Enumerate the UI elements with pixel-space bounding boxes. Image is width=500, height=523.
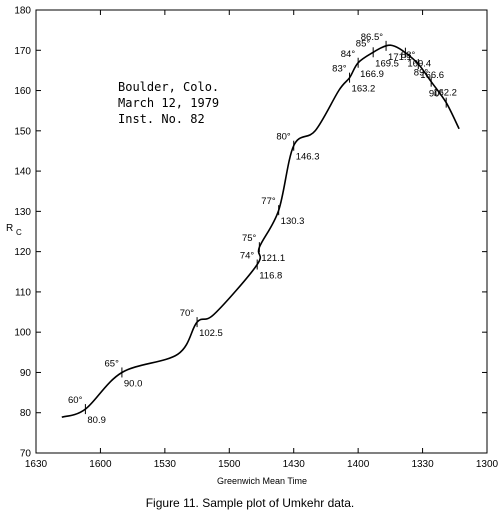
solar-angle-label: 90° [429,89,444,100]
x-tick-label: 1600 [89,459,112,470]
y-axis-label: R C [6,223,22,237]
y-tick-label: 110 [15,287,31,298]
annotation-12: 88° 166.6 [401,50,444,81]
solar-angle-label: 85° [356,38,371,49]
figure-caption: Figure 11. Sample plot of Umkehr data. [145,496,355,510]
series-line-0 [61,44,460,418]
annotation-9: 85° 169.5 [356,38,399,69]
x-tick-label: 1400 [347,459,370,470]
x-tick-label: 1430 [283,459,306,470]
y-tick-label: 80 [20,408,32,419]
solar-angle-label: 84° [341,49,356,60]
solar-angle-label: 86.5° [361,32,383,43]
solar-angle-label: 88° [401,50,416,61]
annotation-0: 60° 80.9 [68,395,106,426]
y-tick-label: 90 [20,368,32,379]
x-tick-label: 1630 [25,459,48,470]
solar-angle-label: 80° [276,132,291,143]
y-tick-label: 140 [14,167,31,178]
rc-value-label: 169.5 [375,58,399,69]
x-tick-label: 1300 [476,459,499,470]
rc-value-label: 166.9 [360,69,384,80]
rc-value-label: 163.2 [352,84,376,95]
solar-angle-label: 74° [240,251,255,262]
annotation-11: 169.4 [404,47,431,70]
y-tick-label: 160 [14,86,31,97]
solar-angle-label: 89° [414,68,429,79]
annotation-1: 65° 90.0 [105,358,143,389]
y-axis-label-sub: C [16,228,22,237]
annotation-5: 77° 130.3 [261,196,304,227]
y-tick-label: 70 [20,449,32,460]
solar-angle-label: 77° [261,196,276,207]
rc-value-label: 90.0 [124,378,142,389]
rc-value-label: 121.1 [261,253,285,264]
rc-value-label: 102.5 [199,328,223,339]
solar-angle-label: 70° [180,308,195,319]
x-tick-label: 1500 [218,459,241,470]
rc-value-label: 130.3 [281,216,305,227]
x-tick-label: 1330 [411,459,434,470]
annotation-6: 80° 146.3 [276,132,319,163]
y-tick-label: 150 [14,126,31,137]
solar-angle-label: 65° [105,358,120,369]
rc-value-label: 80.9 [87,415,106,426]
note-line-3: Inst. No. 82 [118,112,205,126]
y-tick-label: 180 [14,6,31,17]
annotation-13: 89° 162.2 [414,68,457,99]
rc-value-label: 169.4 [407,59,431,70]
annotation-2: 70° 102.5 [180,308,223,339]
x-axis-label: Greenwich Mean Time [217,476,307,486]
y-tick-label: 120 [14,247,31,258]
solar-angle-label: 75° [242,233,257,244]
y-axis-label-main: R [6,223,13,234]
plot-frame [35,9,488,454]
note-line-2: March 12, 1979 [118,96,219,110]
rc-value-label: 171.1 [388,52,412,63]
series-layer [61,44,460,418]
y-tick-label: 170 [14,46,31,57]
annotation-4: 75° 121.1 [242,233,285,264]
annotation-3: 74° 116.8 [240,251,282,282]
rc-value-label: 162.2 [433,88,457,99]
annotations: 60° 80.9 65° 90.0 70° 102.5 74° 116.8 75° 121.1 77… [68,32,457,426]
annotation-10: 86.5° 171.1 [361,32,412,63]
rc-value-label: 116.8 [259,271,282,282]
umkehr-chart: 1630 1600 1530 1500 1430 1400 1330 1300 70 80 90 10… [6,6,499,487]
solar-angle-label: 60° [68,395,83,406]
y-tick-label: 130 [14,207,31,218]
rc-value-label: 146.3 [296,152,320,163]
x-tick-label: 1530 [154,459,177,470]
note-line-1: Boulder, Colo. [118,80,219,94]
rc-value-label: 166.6 [420,70,444,81]
annotation-14: 90° [429,89,447,108]
annotation-7: 83° 163.2 [332,64,375,95]
solar-angle-label: 83° [332,64,347,75]
annotation-8: 84° 166.9 [341,49,384,80]
axes: 1630 1600 1530 1500 1430 1400 1330 1300 70 80 90 10… [14,6,498,471]
y-tick-label: 100 [14,328,31,339]
